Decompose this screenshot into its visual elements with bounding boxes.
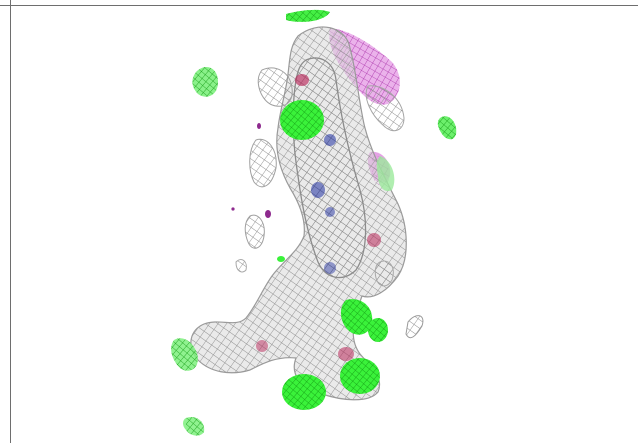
difference-map-blobs xyxy=(171,9,457,436)
density-fragments xyxy=(235,259,424,339)
viewport-top-border xyxy=(0,5,638,6)
viewport-left-border xyxy=(10,0,11,443)
atom-highlights xyxy=(231,74,381,361)
